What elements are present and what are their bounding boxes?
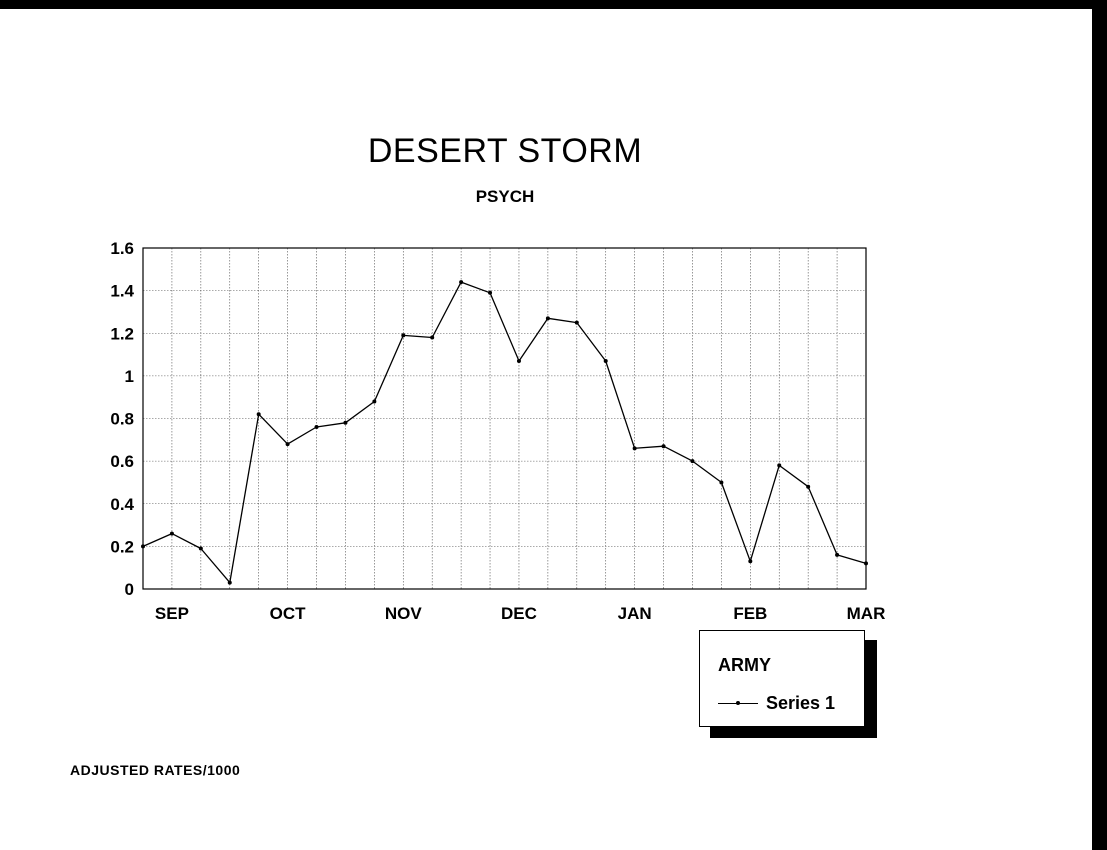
y-axis: 0 0.2 0.4 0.6 0.8 1 1.2 1.4 1.6 bbox=[110, 239, 134, 599]
data-point bbox=[864, 561, 868, 566]
chart-subtitle: PSYCH bbox=[475, 187, 535, 206]
frame-right-border bbox=[1092, 0, 1107, 850]
data-point bbox=[227, 580, 232, 585]
x-tick-label: OCT bbox=[270, 604, 307, 623]
data-point bbox=[835, 552, 840, 557]
legend-series-label: Series 1 bbox=[766, 693, 836, 713]
data-point bbox=[314, 425, 319, 430]
data-point bbox=[806, 484, 811, 489]
data-point bbox=[169, 531, 174, 536]
y-tick-label: 0.2 bbox=[110, 537, 134, 556]
data-point bbox=[574, 320, 579, 325]
data-point bbox=[777, 463, 782, 468]
frame-top-border bbox=[0, 0, 1107, 9]
chart-title: DESERT STORM bbox=[367, 132, 643, 170]
data-point bbox=[545, 316, 550, 321]
data-point bbox=[719, 480, 724, 485]
y-tick-label: 1.2 bbox=[110, 324, 134, 343]
y-tick-label: 1 bbox=[125, 367, 134, 386]
data-point bbox=[343, 420, 348, 425]
plot-area-frame bbox=[142, 247, 867, 590]
x-tick-label: FEB bbox=[733, 604, 767, 623]
data-point bbox=[488, 290, 493, 295]
data-point bbox=[372, 399, 377, 404]
data-point bbox=[401, 333, 406, 338]
x-tick-label: MAR bbox=[847, 604, 886, 623]
y-tick-label: 0.6 bbox=[110, 452, 134, 471]
data-point bbox=[285, 442, 290, 447]
y-tick-label: 1.4 bbox=[110, 282, 134, 301]
x-tick-label: DEC bbox=[501, 604, 537, 623]
legend: ARMY Series 1 bbox=[699, 630, 865, 727]
data-point bbox=[632, 446, 637, 451]
data-point bbox=[690, 459, 695, 464]
x-tick-label: JAN bbox=[618, 604, 652, 623]
data-point bbox=[748, 559, 753, 564]
legend-marker bbox=[736, 701, 740, 705]
y-tick-label: 0.8 bbox=[110, 410, 134, 429]
y-tick-label: 0.4 bbox=[110, 495, 134, 514]
y-tick-label: 0 bbox=[125, 580, 134, 599]
y-tick-label: 1.6 bbox=[110, 239, 134, 258]
footnote: ADJUSTED RATES/1000 bbox=[70, 762, 241, 778]
data-point bbox=[198, 546, 203, 551]
x-tick-label: NOV bbox=[385, 604, 423, 623]
data-point bbox=[459, 280, 464, 285]
data-point bbox=[516, 358, 521, 363]
data-point bbox=[141, 544, 145, 549]
x-axis: SEP OCT NOV DEC JAN FEB MAR bbox=[155, 604, 885, 623]
data-point bbox=[256, 412, 261, 417]
data-point bbox=[430, 335, 435, 340]
data-point bbox=[603, 358, 608, 363]
legend-title: ARMY bbox=[718, 655, 771, 675]
series-group bbox=[141, 280, 868, 585]
series-line bbox=[142, 281, 867, 584]
data-point bbox=[661, 444, 666, 449]
x-tick-label: SEP bbox=[155, 604, 189, 623]
